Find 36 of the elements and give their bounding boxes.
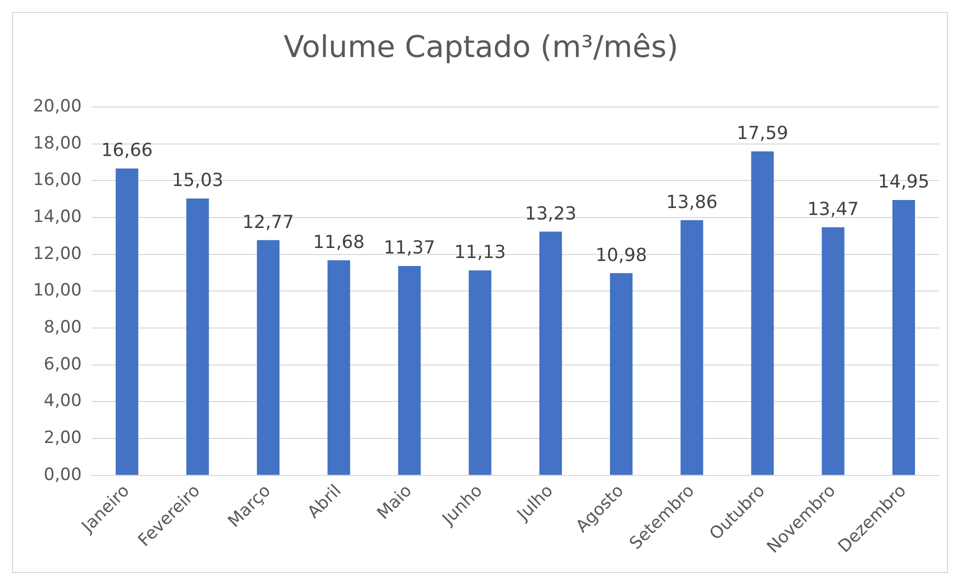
data-label: 12,77	[242, 212, 294, 233]
data-label: 11,13	[454, 242, 506, 264]
y-tick-label: 0,00	[44, 464, 82, 485]
data-label: 11,37	[384, 238, 436, 259]
y-tick-label: 16,00	[32, 170, 82, 190]
data-label: 13,23	[524, 203, 576, 224]
bar	[892, 200, 915, 475]
bar	[822, 227, 844, 475]
y-tick-label: 6,00	[44, 354, 82, 374]
bar	[186, 198, 209, 475]
y-tick-label: 4,00	[44, 391, 82, 412]
chart-title: Volume Captado (m³/mês)	[284, 30, 678, 65]
y-tick-label: 18,00	[32, 133, 82, 154]
y-tick-label: 2,00	[44, 428, 82, 448]
y-tick-label: 14,00	[32, 206, 82, 227]
bar	[328, 260, 350, 475]
data-label: 13,86	[666, 192, 718, 213]
y-tick-label: 8,00	[44, 317, 82, 338]
data-label: 15,03	[172, 170, 224, 192]
bar	[116, 168, 138, 475]
y-tick-label: 20,00	[32, 96, 82, 116]
bar	[751, 151, 774, 475]
bar	[468, 270, 492, 475]
data-label: 11,68	[313, 232, 365, 253]
y-tick-label: 12,00	[32, 244, 82, 264]
data-label: 16,66	[101, 140, 153, 162]
bar	[680, 220, 704, 475]
bar	[256, 240, 280, 475]
y-tick-label: 10,00	[32, 280, 82, 301]
data-label: 13,47	[807, 198, 859, 220]
bar	[539, 232, 562, 475]
bar	[398, 266, 421, 475]
bar	[610, 273, 633, 475]
data-label: 10,98	[595, 244, 648, 266]
data-label: 14,95	[878, 172, 930, 193]
data-label: 17,59	[736, 123, 788, 144]
